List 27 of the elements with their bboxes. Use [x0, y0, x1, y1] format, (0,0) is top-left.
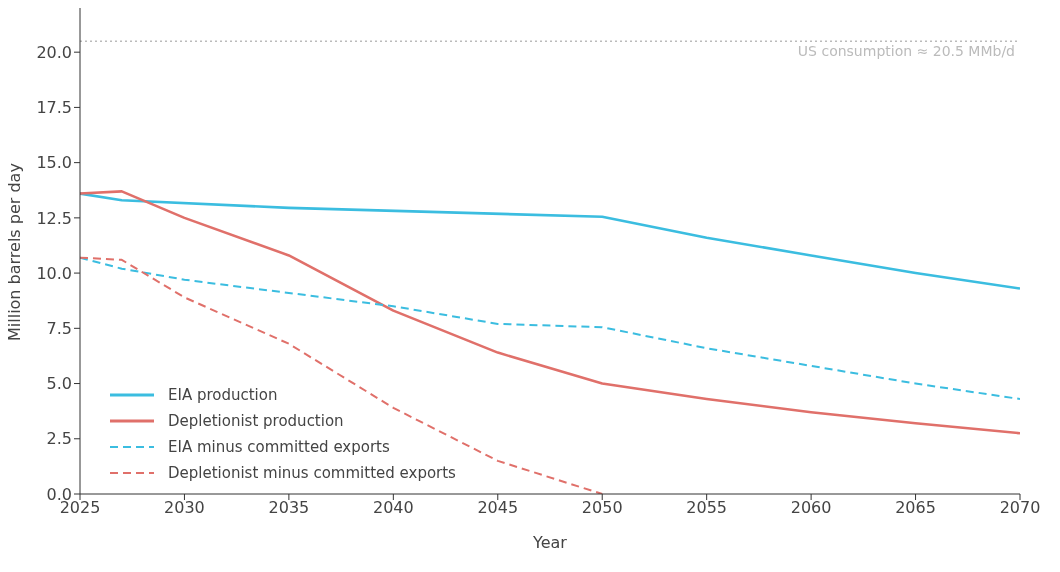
y-tick-label: 10.0 [36, 263, 72, 283]
legend-label: Depletionist minus committed exports [168, 464, 456, 482]
x-tick-label: 2045 [477, 498, 519, 518]
y-tick-label: 5.0 [46, 374, 72, 394]
line-series [80, 256, 1020, 401]
x-axis-title: Year [532, 533, 568, 552]
x-tick-label: 2050 [581, 498, 623, 518]
y-tick-label: 12.5 [36, 208, 72, 228]
y-tick-label: 15.0 [36, 153, 72, 173]
x-tick-label: 2070 [999, 498, 1041, 518]
y-tick-label: 7.5 [46, 319, 72, 338]
y-tick-label: 20.0 [36, 42, 72, 62]
x-tick-label: 2060 [790, 498, 832, 518]
y-tick-label: 17.5 [36, 98, 72, 118]
x-tick-label: 2040 [372, 498, 414, 518]
x-tick-label: 2065 [895, 498, 936, 518]
legend-label: EIA production [168, 386, 278, 404]
x-tick-label: 2055 [686, 498, 728, 518]
line-series [80, 256, 604, 494]
line-series [80, 190, 1020, 435]
legend-label: Depletionist production [168, 412, 344, 430]
y-tick-label: 2.5 [46, 429, 72, 449]
legend-label: EIA minus committed exports [168, 438, 390, 456]
x-tick-label: 2030 [164, 498, 205, 518]
ref-line-label: US consumption ≈ 20.5 MMb/d [797, 43, 1015, 60]
x-tick-label: 2035 [268, 498, 310, 518]
y-axis-title: Million barrels per day [4, 163, 24, 341]
